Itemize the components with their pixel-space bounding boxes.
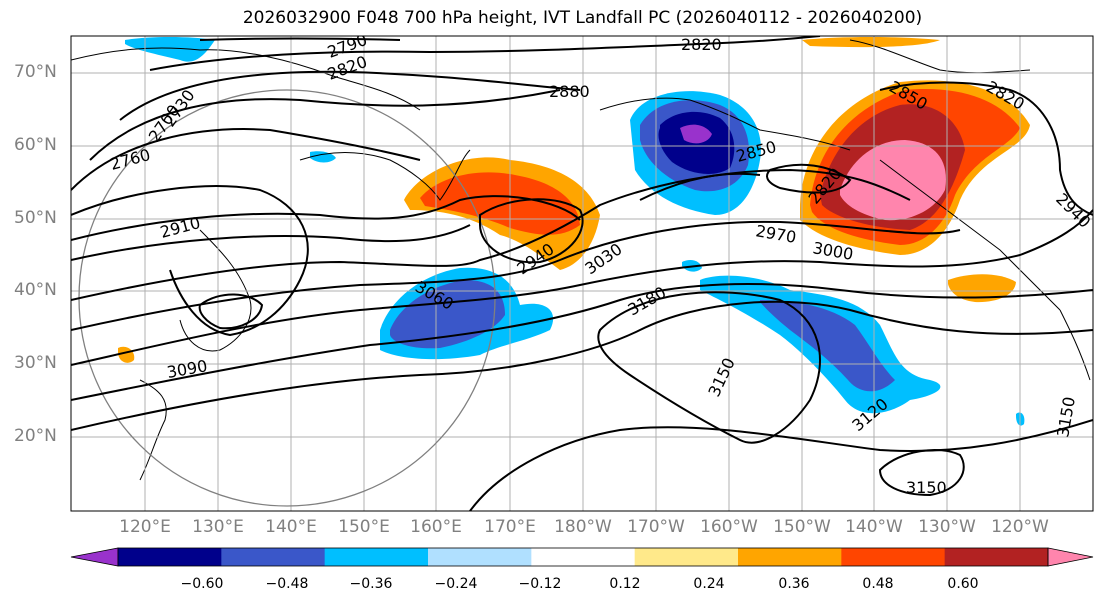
lon-label: 120°E <box>119 517 171 537</box>
colorbar-swatch <box>221 548 326 566</box>
contour-label: 2820 <box>681 35 722 54</box>
colorbar-extend-low <box>70 547 119 567</box>
colorbar-tick-label: −0.24 <box>434 576 478 592</box>
lat-label: 20°N <box>14 426 57 446</box>
colorbar-tick-label: −0.48 <box>265 576 309 592</box>
colorbar-swatch <box>428 548 532 566</box>
map-frame <box>70 35 1094 512</box>
colorbar-swatch <box>118 548 222 566</box>
ivt-shading <box>118 37 1030 426</box>
lon-label: 160°E <box>410 517 462 537</box>
lat-label: 60°N <box>14 135 57 155</box>
colorbar-swatch <box>634 548 739 566</box>
colorbar-tick-label: −0.36 <box>349 576 393 592</box>
lon-label: 130°W <box>918 517 976 537</box>
lon-label: 120°W <box>991 517 1049 537</box>
colorbar <box>70 547 1094 567</box>
colorbar-swatch <box>324 548 429 566</box>
height-contours <box>71 36 1093 511</box>
lat-label: 40°N <box>14 280 57 300</box>
lon-label: 160°W <box>700 517 758 537</box>
contour-label: 2880 <box>549 82 590 101</box>
colorbar-swatch <box>531 548 636 566</box>
colorbar-tick-label: 0.12 <box>609 576 641 592</box>
colorbar-tick-label: 0.60 <box>947 576 979 592</box>
lat-label: 70°N <box>14 62 57 82</box>
plot-title: 2026032900 F048 700 hPa height, IVT Land… <box>242 8 923 28</box>
contour-label: 3150 <box>906 478 947 497</box>
colorbar-tick-label: −0.12 <box>518 576 562 592</box>
colorbar-swatch <box>738 548 842 566</box>
lon-label: 150°W <box>773 517 831 537</box>
lon-label: 140°W <box>845 517 903 537</box>
lon-label: 140°E <box>265 517 317 537</box>
colorbar-swatch <box>841 548 946 566</box>
colorbar-extend-high <box>1047 547 1094 567</box>
lon-label: 170°E <box>484 517 536 537</box>
lat-label: 30°N <box>14 353 57 373</box>
colorbar-tick-label: −0.60 <box>180 576 224 592</box>
colorbar-frame <box>117 547 1049 567</box>
colorbar-tick-label: 0.36 <box>778 576 810 592</box>
map-panel[interactable]: 2820 2790 2820 2700 2730 2760 2880 2850 … <box>0 0 1105 546</box>
colorbar-swatch <box>944 548 1049 566</box>
lat-label: 50°N <box>14 208 57 228</box>
colorbar-tick-label: 0.24 <box>693 576 725 592</box>
lon-label: 150°E <box>338 517 390 537</box>
lon-label: 130°E <box>192 517 244 537</box>
lon-label: 180°W <box>554 517 612 537</box>
lon-label: 170°W <box>627 517 685 537</box>
colorbar-tick-label: 0.48 <box>862 576 894 592</box>
